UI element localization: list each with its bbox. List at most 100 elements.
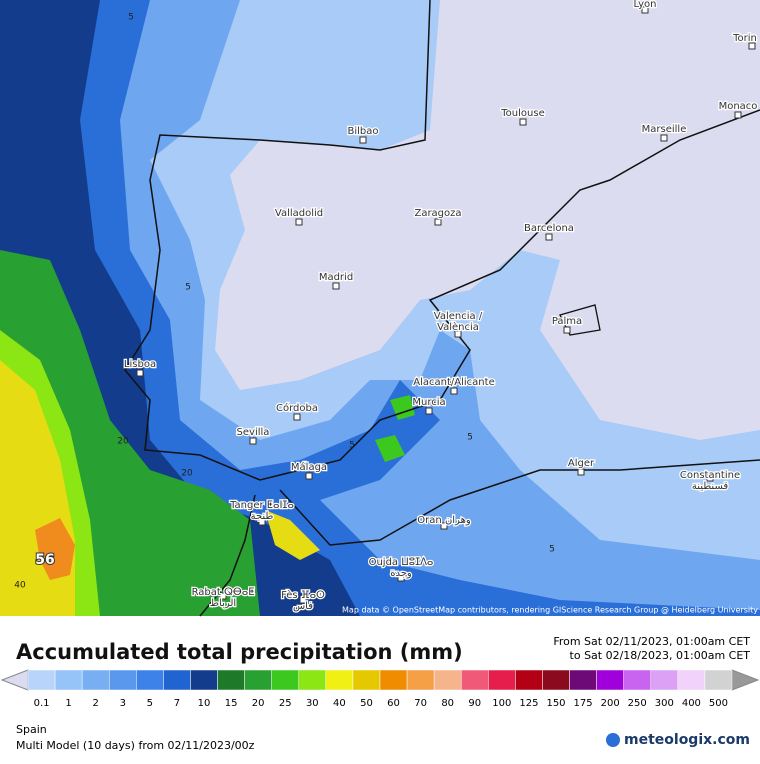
contour-label: 40 (14, 581, 26, 591)
city-marker (397, 574, 405, 582)
city-label: الرباط (210, 598, 236, 609)
scale-label: 80 (441, 698, 454, 709)
rain-yellow-tanger (265, 510, 320, 560)
scale-label: 7 (174, 698, 180, 709)
scale-box (677, 669, 706, 691)
scale-box (460, 669, 489, 691)
scale-label: 5 (147, 698, 153, 709)
scale-label: 250 (628, 698, 647, 709)
city-marker (748, 42, 756, 50)
model: Multi Model (10 days) from 02/11/2023/00… (16, 739, 255, 752)
city-label: Zaragoza (414, 208, 461, 219)
period-to: to Sat 02/18/2023, 01:00am CET (570, 649, 751, 662)
city-label: Sevilla (237, 427, 270, 438)
scale-label: 40 (333, 698, 346, 709)
scale-box (108, 669, 137, 691)
scale-label: 15 (225, 698, 238, 709)
scale-label: 70 (414, 698, 427, 709)
city-marker (249, 437, 257, 445)
scale-arrow-right (731, 669, 760, 691)
city-marker (305, 472, 313, 480)
city-label: Alger (568, 458, 595, 469)
scale-box (81, 669, 110, 691)
city-marker (293, 413, 301, 421)
scale-box (433, 669, 462, 691)
scale-box (325, 669, 354, 691)
city-marker (258, 518, 266, 526)
city-label: Alacant/Alicante (413, 377, 494, 388)
scale-box (352, 669, 381, 691)
scale-box (217, 669, 245, 691)
scale-box (190, 669, 218, 691)
map: Map data © OpenStreetMap contributors, r… (0, 0, 760, 617)
scale-arrow-left (0, 669, 29, 691)
city-label: Lyon (633, 0, 656, 10)
city-label: Madrid (319, 272, 353, 283)
city-label: Constantine (680, 470, 740, 481)
city-marker (136, 369, 144, 377)
scale-label: 150 (546, 698, 565, 709)
scale-label: 2 (93, 698, 99, 709)
scale-label: 1 (65, 698, 71, 709)
city-label: Tanger ⵟⴰⵏⵊⴰ (229, 500, 294, 511)
scale-box (298, 669, 327, 691)
city-label: Lisboa (124, 359, 156, 370)
city-label: وجدة (390, 568, 412, 579)
city-label: طنجة (251, 511, 274, 522)
city-marker (440, 522, 448, 530)
city-marker (295, 218, 303, 226)
contour-label: 5 (128, 13, 134, 23)
scale-box (244, 669, 272, 691)
scale-label: 20 (252, 698, 265, 709)
contour-label: 5 (467, 433, 473, 443)
city-marker (734, 111, 742, 119)
city-label: Palma (552, 316, 582, 327)
scale-box (271, 669, 300, 691)
city-label: Oran وهران (417, 515, 471, 526)
contour-label: 20 (181, 469, 193, 479)
city-marker (519, 118, 527, 126)
title: Accumulated total precipitation (mm) (16, 640, 463, 664)
scale-label: 10 (198, 698, 211, 709)
rain-orange (35, 518, 75, 580)
contour-label: 5 (549, 545, 555, 555)
brand: meteologix.com (624, 732, 750, 748)
city-label: Marseille (642, 124, 687, 135)
scale-box (569, 669, 597, 691)
scale-box (542, 669, 570, 691)
city-label: Murcia (412, 397, 445, 408)
scale-label: 500 (709, 698, 728, 709)
region: Spain (16, 723, 47, 736)
city-label: Córdoba (276, 402, 318, 414)
contour-label: 20 (117, 437, 129, 447)
scale-box (379, 669, 408, 691)
city-label: València (437, 321, 479, 333)
city-marker (577, 468, 585, 476)
city-label: Rabat ⵕⴱⴰⵟ (192, 587, 255, 598)
scale-box (515, 669, 543, 691)
city-label: Barcelona (524, 223, 574, 234)
city-marker (425, 407, 433, 415)
scale-label: 300 (655, 698, 674, 709)
city-label: Monaco (719, 101, 758, 112)
city-label: Toulouse (500, 108, 544, 119)
scale-box (488, 669, 516, 691)
scale-box (54, 669, 83, 691)
scale-label: 30 (306, 698, 319, 709)
city-label: Valladolid (275, 208, 323, 219)
scale-label: 100 (492, 698, 511, 709)
city-label: Málaga (291, 461, 327, 473)
city-label: Torin (732, 33, 757, 44)
city-marker (641, 6, 649, 14)
city-label: Valencia / (434, 311, 483, 322)
scale-label: 60 (387, 698, 400, 709)
city-marker (450, 387, 458, 395)
city-label: Bilbao (347, 126, 378, 137)
city-marker (706, 474, 714, 482)
city-marker (660, 134, 668, 142)
period-from: From Sat 02/11/2023, 01:00am CET (553, 635, 750, 648)
scale-label: 25 (279, 698, 292, 709)
scale-label: 125 (519, 698, 538, 709)
